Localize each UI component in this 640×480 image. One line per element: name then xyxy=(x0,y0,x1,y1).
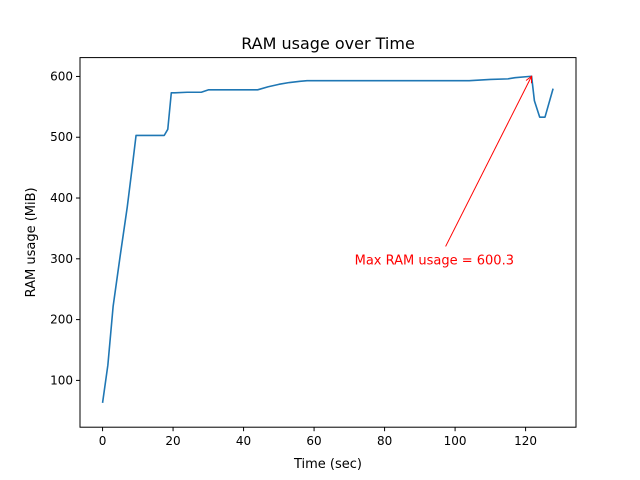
y-tick-label: 200 xyxy=(50,313,73,327)
x-tick-label: 60 xyxy=(306,434,321,448)
annotation-arrowhead xyxy=(525,75,533,84)
annotation-arrow xyxy=(445,76,533,247)
x-tick-label: 20 xyxy=(165,434,180,448)
y-axis: 100 200 300 400 500 600 xyxy=(50,69,80,387)
y-axis-label: RAM usage (MiB) xyxy=(24,187,39,297)
y-tick-label: 500 xyxy=(50,130,73,144)
y-tick-label: 400 xyxy=(50,191,73,205)
chart-title: RAM usage over Time xyxy=(241,34,415,53)
x-tick-label: 0 xyxy=(99,434,107,448)
x-tick-label: 80 xyxy=(377,434,392,448)
x-axis-label: Time (sec) xyxy=(293,457,362,472)
ram-usage-line xyxy=(101,75,554,403)
max-ram-annotation: Max RAM usage = 600.3 xyxy=(355,75,533,268)
x-tick-label: 40 xyxy=(236,434,251,448)
plot-area xyxy=(79,57,577,428)
x-tick-label: 100 xyxy=(444,434,467,448)
y-tick-label: 100 xyxy=(50,373,73,387)
x-tick-label: 120 xyxy=(514,434,537,448)
annotation-label: Max RAM usage = 600.3 xyxy=(355,253,514,268)
x-axis: 0 20 40 60 80 100 120 xyxy=(99,427,537,448)
y-tick-label: 300 xyxy=(50,252,73,266)
y-tick-label: 600 xyxy=(50,69,73,83)
